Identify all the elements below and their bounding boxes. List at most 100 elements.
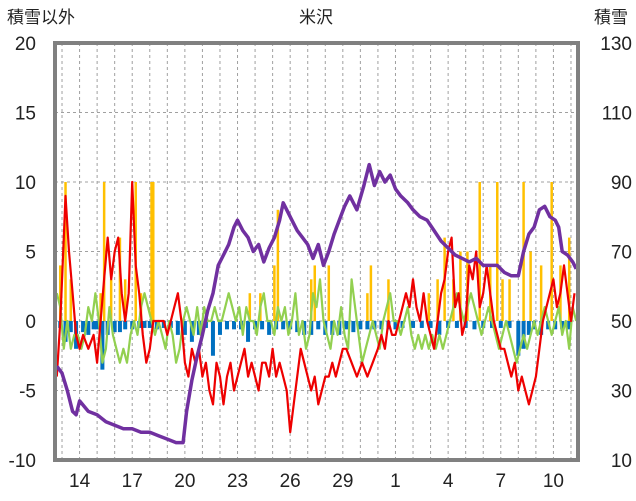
- precip-bar: [526, 321, 531, 335]
- precip-bar: [123, 321, 128, 330]
- left-tick-label: 0: [25, 312, 36, 333]
- precip-bar: [567, 321, 572, 330]
- snowfall-bar: [123, 279, 127, 321]
- series-lines: [55, 162, 578, 445]
- precip-bar: [344, 321, 349, 330]
- right-tick-label: 110: [602, 104, 632, 125]
- precip-bar: [316, 321, 321, 330]
- left-tick-label: 5: [25, 243, 36, 264]
- snowfall-bar: [459, 251, 462, 321]
- precip-bar: [210, 321, 215, 356]
- precip-bar: [507, 321, 512, 328]
- precip-bar: [411, 321, 416, 328]
- snowfall-bar: [313, 265, 316, 321]
- snowfall-bar: [102, 182, 106, 321]
- min-temp-line: [55, 278, 578, 364]
- snowfall-bar: [508, 279, 511, 321]
- precip-bar: [281, 321, 286, 330]
- precip-bar: [147, 321, 152, 328]
- snowfall-bar: [59, 265, 62, 321]
- precip-bar: [182, 321, 187, 335]
- snowfall-bar: [539, 265, 543, 321]
- right-tick-label: 30: [611, 382, 632, 403]
- snowfall-bar: [150, 182, 153, 321]
- snowfall-bar: [152, 182, 155, 321]
- precip-bar: [472, 321, 477, 330]
- snowfall-bar: [529, 251, 532, 321]
- right-tick-label: 90: [611, 173, 632, 194]
- precip-bar: [267, 321, 272, 335]
- x-tick-label: 10: [543, 471, 564, 492]
- precip-bar: [393, 321, 398, 330]
- snowfall-bar: [567, 237, 571, 321]
- right-axis-tick-labels: 130 110 90 70 50 30 10: [600, 34, 632, 472]
- left-tick-label: -5: [19, 382, 36, 403]
- precip-bar: [100, 321, 105, 370]
- snow-depth-line: [55, 162, 578, 445]
- right-tick-label: 50: [611, 312, 632, 333]
- snowfall-bar: [427, 293, 431, 321]
- left-tick-label: 20: [15, 34, 36, 55]
- precip-bar: [142, 321, 147, 328]
- right-axis-title: 積雪: [594, 8, 628, 28]
- snowfall-bar: [273, 265, 276, 321]
- precip-bar: [358, 321, 363, 330]
- precip-bar: [365, 321, 370, 330]
- precip-bar: [351, 321, 356, 333]
- right-tick-label: 70: [611, 243, 632, 264]
- max-temp-line: [55, 180, 576, 434]
- snowfall-bar: [276, 209, 280, 321]
- snowfall-bar: [248, 293, 252, 321]
- x-tick-label: 29: [332, 471, 353, 492]
- precip-bar: [560, 321, 565, 330]
- snowfall-bar: [478, 182, 481, 321]
- snowfall-bar: [366, 293, 369, 321]
- snowfall-bar: [69, 279, 73, 321]
- snowfall-bar: [99, 293, 102, 321]
- plot-frame: [53, 41, 580, 462]
- precip-bar: [437, 321, 442, 335]
- x-tick-label: 26: [280, 471, 301, 492]
- chart-title: 米沢: [299, 8, 333, 28]
- x-tick-label: 4: [443, 471, 454, 492]
- precip-bar: [224, 321, 229, 330]
- precip-bar: [454, 321, 459, 328]
- snowfall-bar: [109, 279, 113, 321]
- left-tick-label: -10: [9, 451, 36, 472]
- left-tick-label: 10: [15, 173, 36, 194]
- precip-bar: [379, 321, 384, 330]
- x-tick-label: 14: [69, 471, 91, 492]
- snowfall-bar: [436, 279, 439, 321]
- x-tick-label: 20: [174, 471, 195, 492]
- x-tick-label: 7: [495, 471, 506, 492]
- precip-bar: [86, 321, 91, 335]
- precip-bar: [498, 321, 503, 328]
- snowfall-bar: [550, 182, 553, 321]
- snowfall-bar: [496, 182, 499, 321]
- precip-bar: [95, 321, 100, 330]
- right-tick-label: 10: [611, 451, 632, 472]
- snowfall-bar: [452, 279, 455, 321]
- snowfall-bar: [327, 265, 331, 321]
- snowfall-bar: [369, 265, 373, 321]
- precip-bar: [309, 321, 314, 335]
- left-axis-tick-labels: 20 15 10 5 0 -5 -10: [9, 34, 36, 472]
- left-axis-title: 積雪以外: [7, 8, 75, 28]
- snowfall-bar: [309, 279, 313, 321]
- precip-bar: [419, 321, 424, 328]
- precip-bar: [81, 321, 86, 333]
- left-tick-label: 15: [15, 104, 36, 125]
- precip-bar: [217, 321, 222, 335]
- precip-bar: [91, 321, 96, 330]
- precip-bar: [117, 321, 122, 333]
- precip-bar: [246, 321, 251, 342]
- precip-bar: [428, 321, 433, 328]
- snowfall-bar: [501, 279, 504, 321]
- x-tick-label: 23: [227, 471, 248, 492]
- precip-bar: [260, 321, 265, 330]
- precip-bar: [516, 321, 521, 356]
- snowfall-bar: [64, 182, 67, 321]
- x-tick-label: 1: [390, 471, 401, 492]
- right-tick-label: 130: [600, 34, 632, 55]
